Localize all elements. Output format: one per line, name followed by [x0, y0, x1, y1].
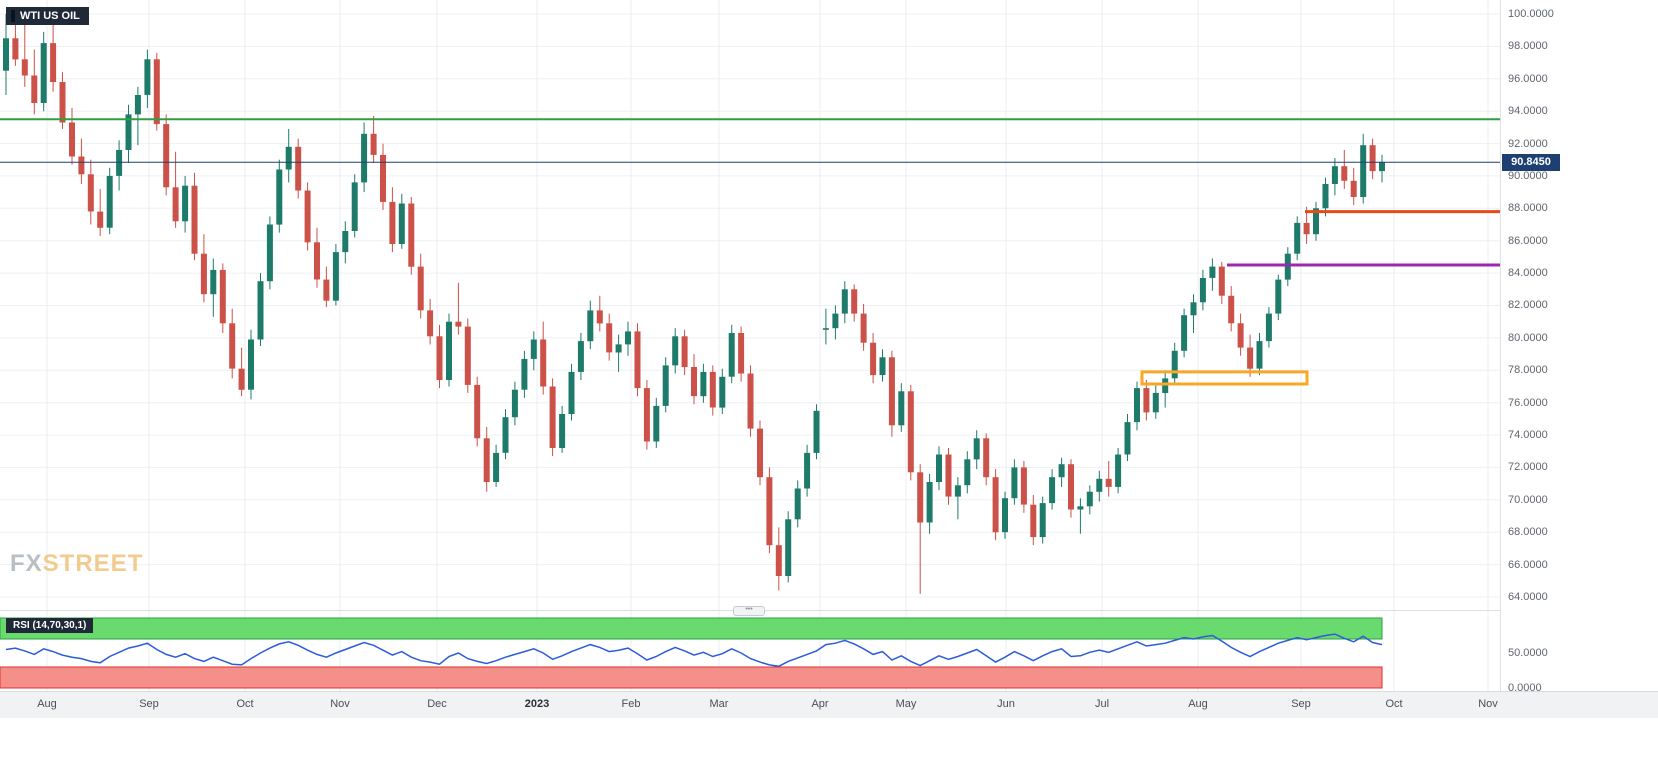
fxstreet-watermark: FXSTREET — [10, 550, 143, 578]
price-axis-label: 66.0000 — [1508, 558, 1548, 571]
pane-separator: ••• — [0, 606, 1500, 616]
price-axis-label: 96.0000 — [1508, 72, 1548, 85]
symbol-badge-label: WTI US OIL — [20, 10, 80, 22]
candles — [3, 9, 1385, 594]
price-axis-label: 70.0000 — [1508, 493, 1548, 506]
time-axis-label: Nov — [1478, 698, 1498, 710]
grid — [0, 0, 1500, 610]
rsi-overbought-band — [0, 617, 1383, 640]
rsi-indicator-label[interactable]: RSI (14,70,30,1) — [6, 618, 94, 633]
price-axis-label: 100.0000 — [1508, 8, 1554, 20]
time-axis-label: Feb — [621, 698, 641, 710]
price-axis-label: 72.0000 — [1508, 461, 1548, 474]
price-axis-label: 68.0000 — [1508, 526, 1548, 539]
pane-resize-handle[interactable]: ••• — [733, 606, 765, 616]
main-price-pane[interactable]: WTI US OIL FXSTREET — [0, 0, 1500, 610]
price-axis-label: 80.0000 — [1508, 331, 1548, 344]
time-axis-label: Aug — [1188, 698, 1208, 710]
time-axis-label: Nov — [330, 698, 350, 710]
price-axis-label: 76.0000 — [1508, 396, 1548, 409]
time-axis-label: Sep — [139, 698, 159, 710]
symbol-badge[interactable]: WTI US OIL — [6, 7, 89, 25]
price-axis-label: 86.0000 — [1508, 234, 1548, 247]
rsi-line — [5, 633, 1383, 668]
time-axis-label: Aug — [37, 698, 57, 710]
price-zone-orange[interactable] — [1140, 370, 1309, 386]
time-axis-label: Jul — [1094, 698, 1110, 710]
price-scale[interactable]: 90.8450 100.0000 98.0000 96.0000 94.0000 92.… — [1500, 0, 1658, 694]
candlestick-chart[interactable] — [0, 0, 1500, 610]
price-axis-label: 92.0000 — [1508, 137, 1548, 150]
price-axis-label: 88.0000 — [1508, 202, 1548, 215]
time-scale[interactable]: Aug Sep Oct Nov Dec 2023 Feb Mar Apr May Jun Jul Aug… — [0, 691, 1658, 718]
time-axis-label: Dec — [427, 698, 447, 710]
last-price-value: 90.8450 — [1511, 155, 1551, 168]
time-axis-label: Sep — [1291, 698, 1311, 710]
last-price-badge: 90.8450 — [1502, 153, 1560, 171]
price-axis-label: 74.0000 — [1508, 429, 1548, 442]
time-axis-label: Jun — [997, 698, 1015, 710]
time-axis-label: May — [895, 698, 917, 710]
time-axis-label: Apr — [811, 698, 829, 710]
watermark-fx: FX — [10, 550, 43, 577]
price-axis-label: 90.0000 — [1508, 169, 1548, 182]
price-axis-label: 98.0000 — [1508, 40, 1548, 53]
price-axis-label: 82.0000 — [1508, 299, 1548, 312]
price-axis-label: 78.0000 — [1508, 364, 1548, 377]
time-axis-label: Mar — [709, 698, 729, 710]
rsi-axis-label: 50.0000 — [1508, 647, 1548, 659]
time-axis-label: Oct — [1385, 698, 1403, 710]
time-axis-label: Oct — [236, 698, 254, 710]
time-axis-label: 2023 — [524, 698, 550, 710]
symbol-badge-accent — [11, 10, 15, 22]
rsi-pane[interactable]: RSI (14,70,30,1) — [0, 611, 1500, 691]
rsi-oversold-band — [0, 666, 1383, 689]
price-axis-label: 64.0000 — [1508, 590, 1548, 603]
price-axis-label: 84.0000 — [1508, 267, 1548, 280]
price-axis-label: 94.0000 — [1508, 105, 1548, 118]
rsi-chart — [0, 611, 1489, 691]
watermark-street: STREET — [42, 550, 144, 577]
